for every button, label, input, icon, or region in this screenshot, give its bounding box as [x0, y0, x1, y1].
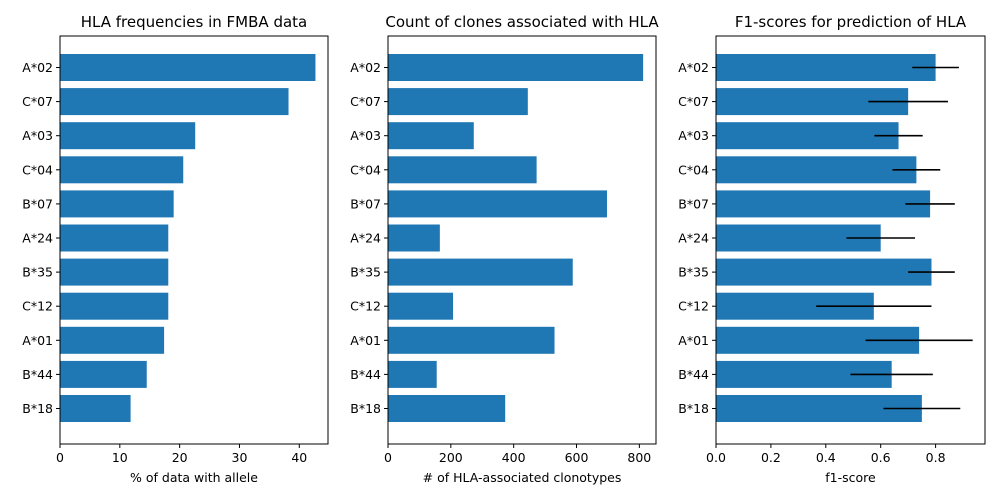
- chart-panel-3: F1-scores for prediction of HLA A*02 C*07 A…: [678, 13, 986, 485]
- y-tick-label: B*07: [678, 196, 709, 211]
- y-tick-label: B*07: [350, 196, 381, 211]
- bar-B07: [716, 190, 931, 218]
- bar-C04: [388, 156, 537, 184]
- y-tick-label: C*07: [22, 94, 53, 109]
- axes-frame: [387, 35, 657, 445]
- bar-C04: [716, 156, 917, 184]
- bar-A02: [60, 54, 316, 81]
- bar-A02: [388, 54, 644, 81]
- y-tick-label: B*35: [350, 265, 381, 280]
- y-tick-label: B*18: [350, 401, 381, 416]
- y-tick-label: A*02: [678, 60, 709, 75]
- y-tick-label: C*04: [350, 162, 381, 177]
- axes-frame: [59, 35, 329, 445]
- bar-B35: [388, 258, 573, 286]
- y-tick-label: A*24: [22, 231, 53, 246]
- y-tick-label: A*24: [350, 231, 381, 246]
- bar-B18: [388, 395, 506, 422]
- y-tick-label: B*35: [678, 265, 709, 280]
- bar-B18: [60, 395, 131, 422]
- y-tick-label: B*44: [22, 367, 53, 382]
- bar-C07: [388, 88, 528, 116]
- bar-A02: [716, 54, 936, 81]
- bar-C12: [388, 292, 454, 320]
- y-tick-label: B*44: [678, 367, 709, 382]
- y-tick-label: B*18: [22, 401, 53, 416]
- y-tick-label: C*12: [678, 299, 709, 314]
- y-tick-label: A*03: [350, 128, 381, 143]
- y-tick-label: B*35: [22, 265, 53, 280]
- x-tick-label: 0.2: [761, 450, 781, 465]
- bar-C12: [60, 292, 169, 320]
- bar-B44: [388, 360, 437, 388]
- bar-B44: [60, 360, 147, 388]
- y-tick-label: A*03: [22, 128, 53, 143]
- y-tick-label: C*07: [350, 94, 381, 109]
- bar-A01: [60, 326, 165, 354]
- y-tick-label: B*44: [350, 367, 381, 382]
- y-tick-label: C*12: [22, 299, 53, 314]
- y-tick-label: B*07: [22, 196, 53, 211]
- y-tick-label: A*01: [22, 333, 53, 348]
- bar-C07: [60, 88, 289, 116]
- bar-B07: [388, 190, 607, 218]
- y-tick-label: C*04: [678, 162, 709, 177]
- x-tick-label: 0: [56, 450, 64, 465]
- x-axis-label: % of data with allele: [130, 470, 258, 485]
- bar-A03: [716, 122, 899, 150]
- chart-panel-1: HLA frequencies in FMBA data A*02 C*07 A*03…: [22, 13, 329, 485]
- x-tick-label: 0.6: [871, 450, 891, 465]
- x-tick-label: 800: [627, 450, 651, 465]
- y-tick-label: A*01: [350, 333, 381, 348]
- x-tick-label: 200: [439, 450, 463, 465]
- y-tick-label: A*03: [678, 128, 709, 143]
- bar-A03: [60, 122, 196, 150]
- x-tick-label: 0.4: [816, 450, 836, 465]
- chart-title: Count of clones associated with HLA: [385, 13, 659, 31]
- x-tick-label: 400: [502, 450, 526, 465]
- y-tick-label: A*02: [22, 60, 53, 75]
- bar-B07: [60, 190, 174, 218]
- bar-B35: [60, 258, 169, 286]
- x-tick-label: 40: [291, 450, 307, 465]
- bar-C04: [60, 156, 184, 184]
- bar-A03: [388, 122, 474, 150]
- y-tick-label: A*01: [678, 333, 709, 348]
- y-tick-label: C*07: [678, 94, 709, 109]
- y-tick-label: C*04: [22, 162, 53, 177]
- x-tick-label: 30: [232, 450, 248, 465]
- x-tick-label: 0.8: [926, 450, 946, 465]
- x-tick-label: 600: [565, 450, 589, 465]
- y-tick-label: B*18: [678, 401, 709, 416]
- x-axis-label: f1-score: [825, 470, 876, 485]
- bar-A01: [388, 326, 555, 354]
- chart-panel-2: Count of clones associated with HLA A*02 C…: [350, 13, 659, 485]
- x-tick-label: 20: [172, 450, 188, 465]
- bar-A24: [388, 224, 440, 252]
- x-tick-label: 10: [112, 450, 128, 465]
- chart-title: F1-scores for prediction of HLA: [735, 13, 967, 31]
- x-tick-label: 0.0: [706, 450, 726, 465]
- x-tick-label: 0: [384, 450, 392, 465]
- y-tick-label: A*02: [350, 60, 381, 75]
- y-tick-label: A*24: [678, 231, 709, 246]
- bar-B35: [716, 258, 932, 286]
- x-axis-label: # of HLA-associated clonotypes: [423, 470, 622, 485]
- bar-A24: [60, 224, 169, 252]
- y-tick-label: C*12: [350, 299, 381, 314]
- chart-title: HLA frequencies in FMBA data: [81, 13, 307, 31]
- axes-frame: [715, 35, 986, 445]
